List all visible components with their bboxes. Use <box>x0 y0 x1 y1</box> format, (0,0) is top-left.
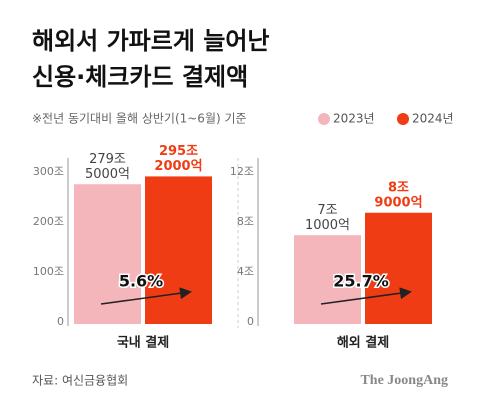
annotation-arrow <box>100 287 192 305</box>
brand: The JoongAng <box>360 373 448 388</box>
legend-label: 2023년 <box>333 112 375 126</box>
value-label: 9000억 <box>374 195 422 210</box>
bar <box>145 176 212 324</box>
legend-swatch <box>318 113 330 125</box>
value-label: 7조 <box>317 203 337 218</box>
x-tick-label: 해외 결제 <box>337 335 389 351</box>
annotation-arrow <box>320 287 412 305</box>
bar <box>294 235 361 324</box>
bar <box>365 212 432 324</box>
value-label: 295조 <box>159 144 198 159</box>
value-label: 2000억 <box>154 159 202 174</box>
annotation: 5.6% <box>119 272 163 291</box>
y-tick-label: 100조 <box>33 265 64 278</box>
y-tick-label: 0 <box>247 315 254 328</box>
value-label: 5000억 <box>85 167 130 182</box>
value-label: 1000억 <box>305 218 350 233</box>
y-tick-label: 200조 <box>33 215 64 228</box>
source: 자료: 여신금융협회 <box>32 374 128 388</box>
x-tick-label: 국내 결제 <box>117 335 169 351</box>
title-line: 해외서 가파르게 늘어난 <box>32 27 270 55</box>
y-tick-label: 0 <box>57 315 64 328</box>
y-tick-label: 8조 <box>237 215 254 228</box>
value-label: 8조 <box>388 180 409 195</box>
annotation: 25.7% <box>333 272 389 291</box>
y-tick-label: 12조 <box>230 165 254 178</box>
legend-label: 2024년 <box>412 112 454 126</box>
legend-swatch <box>397 113 409 125</box>
value-label: 279조 <box>89 152 126 167</box>
y-tick-label: 4조 <box>237 265 254 278</box>
subtitle: ※전년 동기대비 올해 상반기(1~6월) 기준 <box>32 112 247 126</box>
title-line: 신용·체크카드 결제액 <box>32 63 248 91</box>
y-tick-label: 300조 <box>33 165 64 178</box>
